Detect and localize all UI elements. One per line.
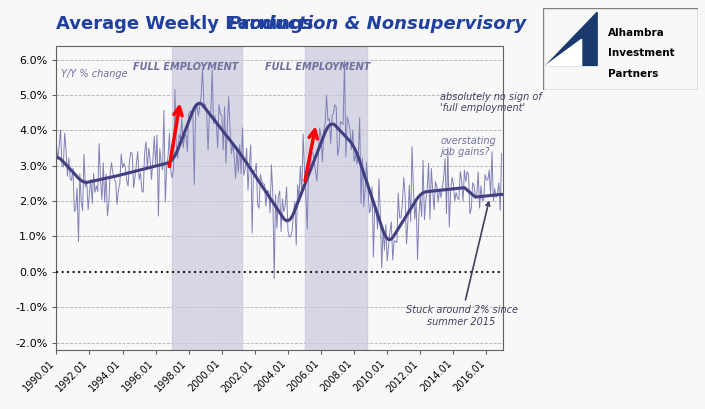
Text: FULL EMPLOYMENT: FULL EMPLOYMENT	[133, 62, 238, 72]
Polygon shape	[546, 12, 597, 65]
Text: Average Weekly Earnings: Average Weekly Earnings	[56, 16, 320, 34]
Text: Partners: Partners	[608, 69, 658, 79]
Text: Production & Nonsupervisory: Production & Nonsupervisory	[228, 16, 527, 34]
Text: Investment: Investment	[608, 48, 675, 58]
Text: overstating
job gains?: overstating job gains?	[440, 136, 496, 157]
Text: Alhambra: Alhambra	[608, 28, 665, 38]
Text: absolutely no sign of
'full employment': absolutely no sign of 'full employment'	[440, 92, 542, 113]
Text: Stuck around 2% since
summer 2015: Stuck around 2% since summer 2015	[405, 202, 517, 327]
Polygon shape	[546, 39, 582, 65]
Text: FULL EMPLOYMENT: FULL EMPLOYMENT	[265, 62, 370, 72]
Bar	[305, 45, 367, 350]
Bar	[172, 45, 243, 350]
Text: Y/Y % change: Y/Y % change	[61, 70, 128, 79]
